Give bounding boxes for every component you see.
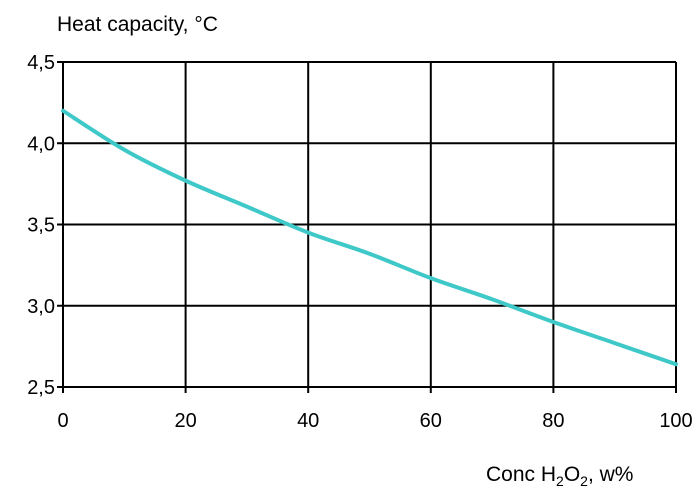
x-axis-title-suffix: , w%: [588, 463, 634, 486]
x-axis-title-prefix: Conc H: [486, 463, 556, 486]
y-tick-label: 4,0: [27, 133, 55, 155]
y-tick-label: 3,0: [27, 296, 55, 318]
y-tick-label: 3,5: [27, 215, 55, 237]
series-layer: [61, 108, 678, 367]
x-tick-label: 60: [420, 410, 442, 432]
x-axis-title: Conc H2O2, w%: [486, 463, 633, 488]
x-axis-title-middle: O: [564, 463, 580, 486]
y-tick-label: 2,5: [27, 377, 55, 399]
series-line: [61, 108, 678, 367]
x-axis-title-subscript-2: 2: [580, 473, 588, 488]
x-tick-label: 20: [174, 410, 196, 432]
y-axis-title: Heat capacity, °C: [57, 13, 218, 36]
x-tick-label: 100: [659, 410, 692, 432]
x-tick-label: 80: [542, 410, 564, 432]
y-tick-label: 4,5: [27, 52, 55, 74]
axis-ticks: 0 20 40 60 80 100 2,5 3,0 3,5 4,0 4,5: [27, 52, 693, 432]
grid: [62, 61, 677, 388]
x-tick-label: 40: [297, 410, 319, 432]
x-axis-title-subscript-1: 2: [556, 473, 564, 488]
x-tick-label: 0: [57, 410, 68, 432]
